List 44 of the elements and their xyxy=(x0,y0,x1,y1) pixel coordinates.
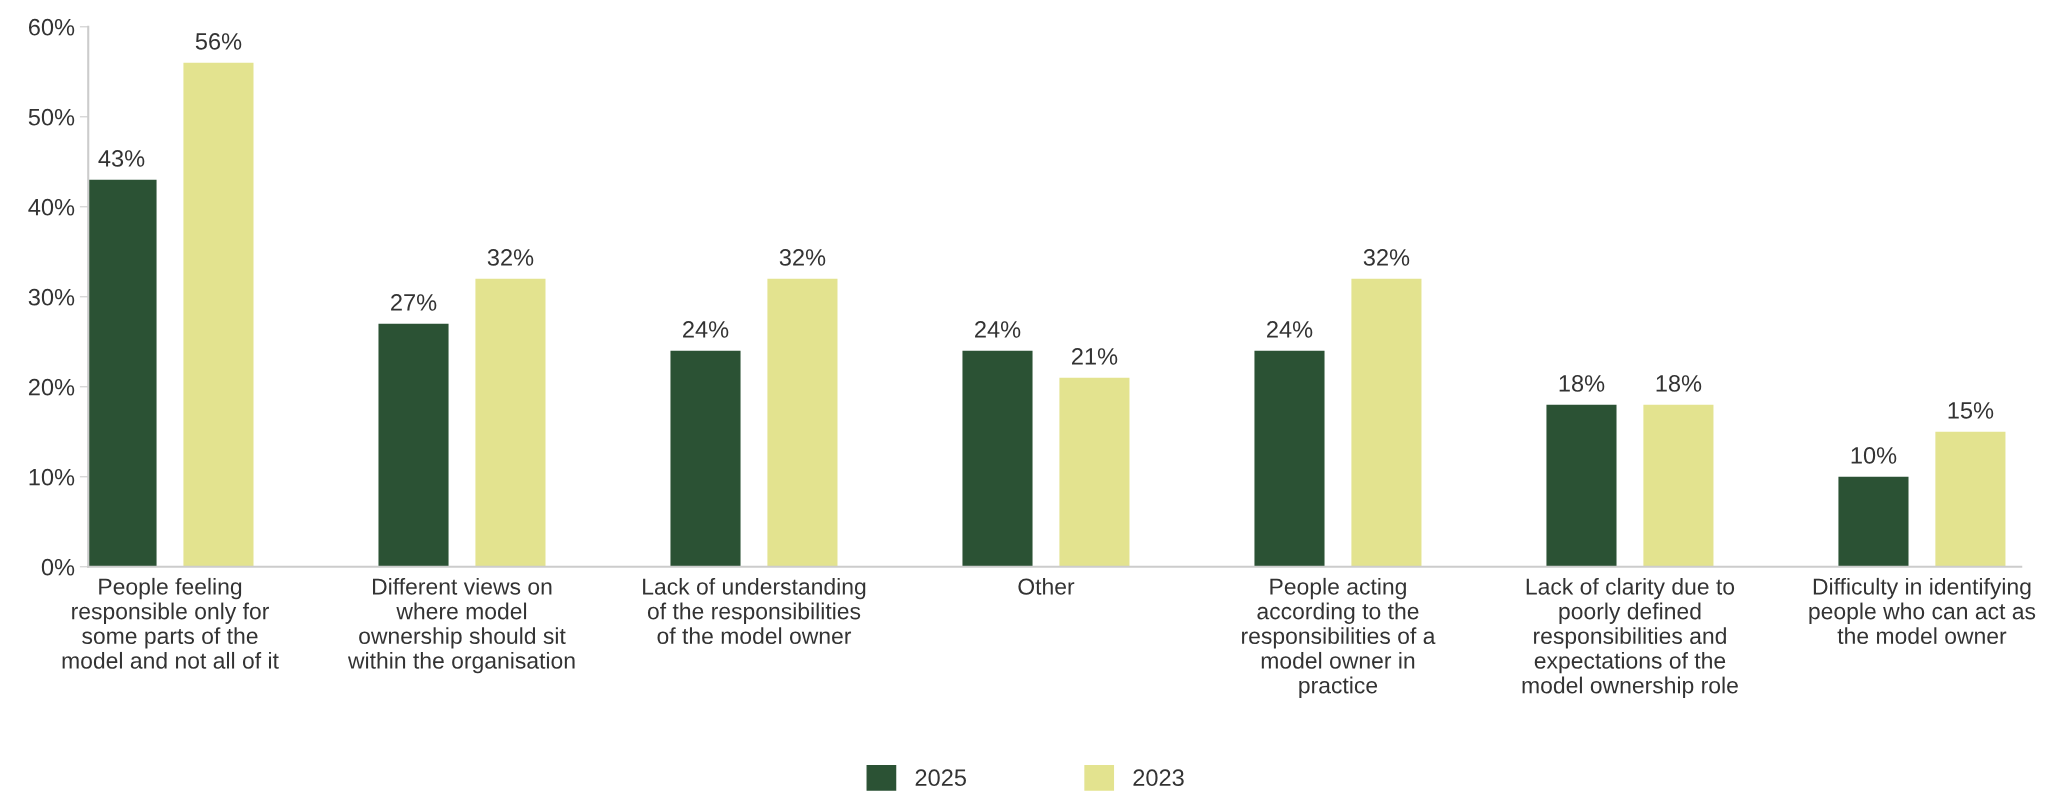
y-tick-label: 0% xyxy=(41,558,75,576)
bar xyxy=(1838,476,1909,567)
bar xyxy=(962,350,1033,567)
data-label: 27% xyxy=(391,294,437,311)
data-label: 24% xyxy=(1267,321,1313,338)
bar xyxy=(1254,350,1325,567)
legend-label: 2023 xyxy=(1133,769,1184,787)
bar xyxy=(1546,404,1617,567)
x-tick-label: Different views on where model ownership should sit within the organisation xyxy=(347,577,575,674)
data-label: 32% xyxy=(487,249,534,266)
y-tick-label: 40% xyxy=(28,198,75,216)
x-tick-label: Lack of clarity due to poorly defined responsibilities and expectations of the model ownership role xyxy=(1522,577,1738,698)
bar xyxy=(1935,431,2006,567)
data-label: 43% xyxy=(98,150,145,167)
data-label: 15% xyxy=(1948,402,1994,419)
y-tick-label: 50% xyxy=(28,108,75,126)
legend-label: 2025 xyxy=(915,769,966,787)
data-label: 24% xyxy=(975,321,1021,338)
data-label: 56% xyxy=(195,33,242,50)
x-tick-label: People acting according to the responsibilities of a model owner in practice xyxy=(1242,577,1436,698)
y-tick-label: 60% xyxy=(28,18,75,36)
bar xyxy=(1643,404,1714,567)
x-tick-label: Difficulty in identifying people who can act as the model owner xyxy=(1809,577,2036,645)
y-tick-label: 30% xyxy=(28,288,75,306)
bar xyxy=(88,179,157,567)
bar xyxy=(1351,278,1422,567)
data-label: 32% xyxy=(779,249,826,266)
data-label: 24% xyxy=(683,321,729,338)
bar xyxy=(1059,377,1130,567)
bar xyxy=(670,350,741,567)
bar xyxy=(378,323,449,567)
data-label: 32% xyxy=(1363,249,1410,266)
bar xyxy=(475,278,546,567)
bar xyxy=(183,62,254,567)
data-label: 10% xyxy=(1851,447,1897,464)
x-tick-label: People feeling responsible only for some parts of the model and not all of it xyxy=(62,577,279,669)
data-label: 21% xyxy=(1072,348,1118,365)
y-tick-label: 10% xyxy=(29,468,75,486)
data-label: 18% xyxy=(1559,375,1605,392)
x-tick-label: Other xyxy=(1018,577,1075,595)
data-label: 18% xyxy=(1656,375,1702,392)
bar xyxy=(767,278,838,567)
y-tick-label: 20% xyxy=(28,378,75,396)
x-tick-label: Lack of understanding of the responsibilities of the model owner xyxy=(643,577,866,645)
